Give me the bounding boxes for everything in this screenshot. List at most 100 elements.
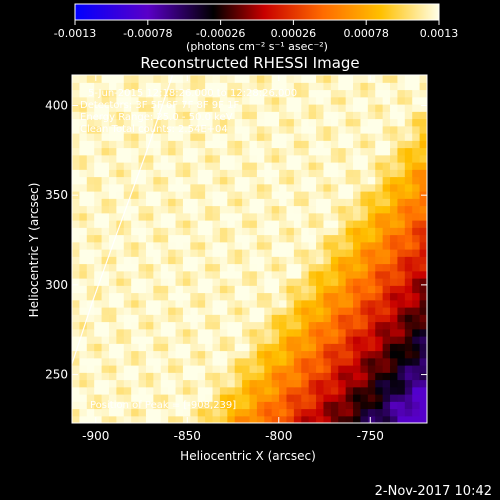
heatmap-cell xyxy=(242,147,251,156)
heatmap-cell xyxy=(404,314,413,323)
heatmap-cell xyxy=(308,147,317,156)
heatmap-cell xyxy=(108,154,117,163)
heatmap-cell xyxy=(308,263,317,272)
heatmap-cell xyxy=(138,227,147,236)
heatmap-cell xyxy=(182,285,191,294)
heatmap-cell xyxy=(286,183,295,192)
heatmap-cell xyxy=(375,212,384,221)
heatmap-cell xyxy=(360,299,369,308)
heatmap-cell xyxy=(131,176,140,185)
heatmap-cell xyxy=(205,118,214,127)
heatmap-cell xyxy=(94,321,103,330)
heatmap-cell xyxy=(175,162,184,170)
heatmap-cell xyxy=(190,241,199,250)
heatmap-cell xyxy=(293,183,302,192)
heatmap-cell xyxy=(145,299,154,308)
heatmap-cell xyxy=(279,350,288,359)
heatmap-cell xyxy=(227,343,236,352)
heatmap-cell xyxy=(279,133,288,141)
heatmap-cell xyxy=(175,198,184,207)
heatmap-cell xyxy=(390,183,399,192)
heatmap-cell xyxy=(94,154,103,163)
heatmap-cell xyxy=(212,162,221,170)
x-tick-label: -800 xyxy=(265,429,292,443)
heatmap-cell xyxy=(353,89,362,98)
heatmap-cell xyxy=(279,285,288,294)
heatmap-cell xyxy=(145,147,154,156)
heatmap-cell xyxy=(330,278,339,286)
heatmap-cell xyxy=(367,263,376,272)
heatmap-cell xyxy=(404,176,413,185)
heatmap-cell xyxy=(205,357,214,366)
heatmap-cell xyxy=(212,191,221,199)
heatmap-cell xyxy=(175,205,184,214)
heatmap-cell xyxy=(242,183,251,192)
heatmap-cell xyxy=(234,357,243,366)
heatmap-cell xyxy=(271,75,280,83)
heatmap-cell xyxy=(404,270,413,279)
heatmap-cell xyxy=(182,256,191,265)
heatmap-cell xyxy=(353,133,362,141)
heatmap-cell xyxy=(345,328,354,337)
heatmap-cell xyxy=(182,125,191,134)
heatmap-cell xyxy=(197,350,206,359)
heatmap-cell xyxy=(419,350,427,359)
heatmap-cell xyxy=(153,386,162,395)
heatmap-cell xyxy=(353,408,362,417)
heatmap-cell xyxy=(219,278,228,286)
heatmap-cell xyxy=(205,82,214,91)
heatmap-cell xyxy=(79,234,88,243)
heatmap-cell xyxy=(108,96,117,105)
heatmap-cell xyxy=(145,379,154,388)
heatmap-cell xyxy=(404,307,413,315)
heatmap-cell xyxy=(138,183,147,192)
heatmap-cell xyxy=(86,270,95,279)
heatmap-cell xyxy=(160,191,169,199)
heatmap-cell xyxy=(390,133,399,141)
heatmap-cell xyxy=(160,89,169,98)
heatmap-cell xyxy=(168,278,177,286)
heatmap-cell xyxy=(323,125,332,134)
heatmap-cell xyxy=(301,307,310,315)
heatmap-cell xyxy=(86,328,95,337)
heatmap-cell xyxy=(234,176,243,185)
heatmap-cell xyxy=(360,133,369,141)
heatmap-cell xyxy=(234,379,243,388)
heatmap-cell xyxy=(390,408,399,417)
heatmap-cell xyxy=(249,75,258,83)
heatmap-cell xyxy=(190,249,199,257)
heatmap-cell xyxy=(286,191,295,199)
heatmap-cell xyxy=(412,365,421,373)
heatmap-cell xyxy=(219,75,228,83)
heatmap-cell xyxy=(382,154,391,163)
heatmap-cell xyxy=(123,372,132,381)
heatmap-cell xyxy=(242,357,251,366)
heatmap-cell xyxy=(219,386,228,395)
heatmap-cell xyxy=(323,234,332,243)
heatmap-cell xyxy=(301,118,310,127)
heatmap-cell xyxy=(338,292,347,301)
heatmap-cell xyxy=(234,343,243,352)
heatmap-cell xyxy=(286,241,295,250)
heatmap-cell xyxy=(116,169,125,178)
heatmap-cell xyxy=(382,386,391,395)
heatmap-cell xyxy=(382,104,391,112)
heatmap-cell xyxy=(242,118,251,127)
heatmap-cell xyxy=(101,408,110,417)
heatmap-cell xyxy=(145,394,154,402)
heatmap-cell xyxy=(330,307,339,315)
heatmap-cell xyxy=(86,82,95,91)
heatmap-cell xyxy=(360,220,369,228)
heatmap-cell xyxy=(264,198,273,207)
heatmap-cell xyxy=(390,140,399,149)
heatmap-cell xyxy=(79,227,88,236)
heatmap-cell xyxy=(212,241,221,250)
heatmap-cell xyxy=(168,227,177,236)
heatmap-cell xyxy=(367,256,376,265)
heatmap-cell xyxy=(182,241,191,250)
heatmap-cell xyxy=(279,249,288,257)
heatmap-cell xyxy=(79,278,88,286)
heatmap-cell xyxy=(123,191,132,199)
heatmap-cell xyxy=(168,343,177,352)
heatmap-cell xyxy=(219,227,228,236)
